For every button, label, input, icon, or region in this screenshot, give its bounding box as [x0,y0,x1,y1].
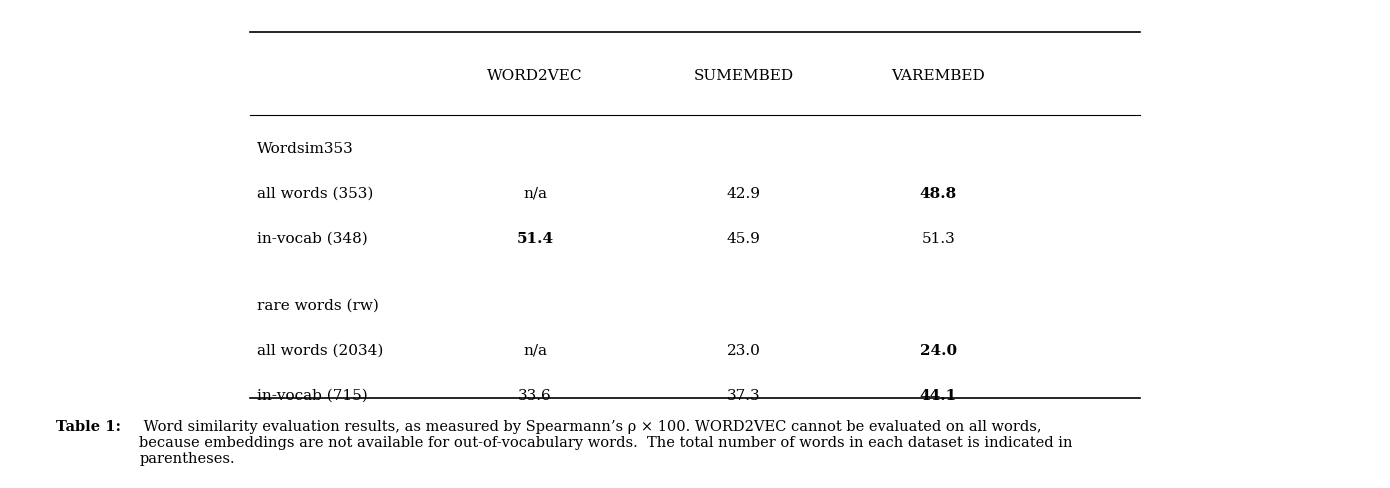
Text: 42.9: 42.9 [727,187,760,201]
Text: in-vocab (715): in-vocab (715) [257,389,368,403]
Text: 45.9: 45.9 [727,232,760,245]
Text: 24.0: 24.0 [920,344,956,358]
Text: Table 1:: Table 1: [56,420,121,434]
Text: 51.4: 51.4 [517,232,553,245]
Text: n/a: n/a [523,344,548,358]
Text: 23.0: 23.0 [727,344,760,358]
Text: all words (353): all words (353) [257,187,374,201]
Text: 48.8: 48.8 [920,187,956,201]
Text: all words (2034): all words (2034) [257,344,384,358]
Text: 33.6: 33.6 [518,389,552,403]
Text: VAREMBED: VAREMBED [891,69,986,82]
Text: n/a: n/a [523,187,548,201]
Text: 51.3: 51.3 [922,232,955,245]
Text: WORD2VEC: WORD2VEC [488,69,582,82]
Text: rare words (rw): rare words (rw) [257,299,379,313]
Text: Wordsim353: Wordsim353 [257,142,354,156]
Text: in-vocab (348): in-vocab (348) [257,232,368,245]
Text: Word similarity evaluation results, as measured by Spearmann’s ρ × 100. WORD2VEC: Word similarity evaluation results, as m… [139,420,1073,466]
Text: 44.1: 44.1 [920,389,956,403]
Text: SUMEMBED: SUMEMBED [694,69,794,82]
Text: 37.3: 37.3 [727,389,760,403]
